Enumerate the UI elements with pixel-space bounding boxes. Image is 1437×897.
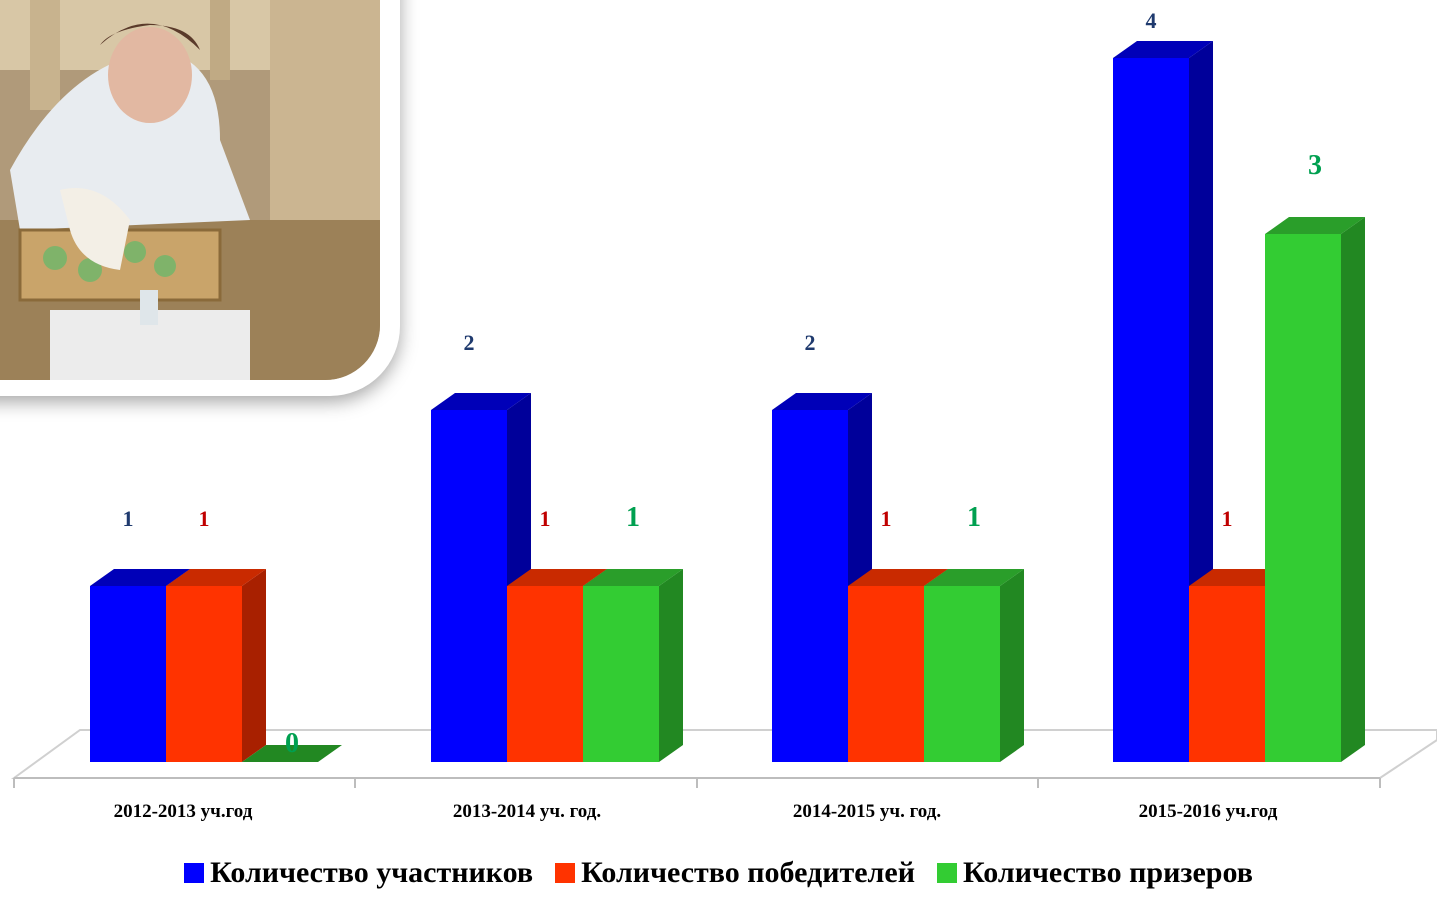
category-label-2: 2014-2015 уч. год. <box>793 801 941 822</box>
lab-photo <box>0 0 380 380</box>
category-label-1: 2013-2014 уч. год. <box>453 801 601 822</box>
photo-icon <box>0 0 380 380</box>
value-label-prizewinners-2: 1 <box>967 502 981 533</box>
value-label-winners-1: 1 <box>540 506 551 531</box>
bar-prizewinners-3 <box>1265 217 1365 762</box>
category-label-0: 2012-2013 уч.год <box>114 801 253 822</box>
legend-item-participants: Количество участников <box>184 856 533 890</box>
bar-prizewinners-0 <box>242 745 342 762</box>
bar-prizewinners-1 <box>583 569 683 762</box>
legend-swatch-prizewinners <box>937 863 957 883</box>
value-label-participants-2: 2 <box>805 330 816 355</box>
bars-group <box>90 41 1365 762</box>
legend-item-winners: Количество победителей <box>555 856 915 890</box>
value-label-winners-0: 1 <box>199 506 210 531</box>
bar-winners-0 <box>166 569 266 762</box>
value-label-participants-1: 2 <box>464 330 475 355</box>
value-label-prizewinners-1: 1 <box>626 502 640 533</box>
category-label-3: 2015-2016 уч.год <box>1139 801 1278 822</box>
legend-label-participants: Количество участников <box>210 856 534 889</box>
category-labels-group: 2012-2013 уч.год 2013-2014 уч. год. 2014-2… <box>114 801 1278 822</box>
legend-label-prizewinners: Количество призеров <box>963 856 1253 889</box>
value-label-participants-3: 4 <box>1146 8 1157 33</box>
legend-swatch-participants <box>184 863 205 883</box>
legend-label-winners: Количество победителей <box>581 856 915 889</box>
value-label-winners-3: 1 <box>1222 506 1233 531</box>
bar-prizewinners-2 <box>924 569 1024 762</box>
chart-floor <box>10 729 1437 788</box>
value-labels-group: 1 1 0 2 1 1 2 1 1 4 1 3 <box>123 8 1323 759</box>
value-label-participants-0: 1 <box>123 506 134 531</box>
value-label-prizewinners-0: 0 <box>285 728 299 759</box>
photo-frame <box>0 0 400 396</box>
value-label-prizewinners-3: 3 <box>1308 150 1322 181</box>
legend: Количество участников Количество победит… <box>0 856 1437 890</box>
legend-item-prizewinners: Количество призеров <box>937 856 1253 890</box>
value-label-winners-2: 1 <box>881 506 892 531</box>
legend-swatch-winners <box>555 863 576 883</box>
